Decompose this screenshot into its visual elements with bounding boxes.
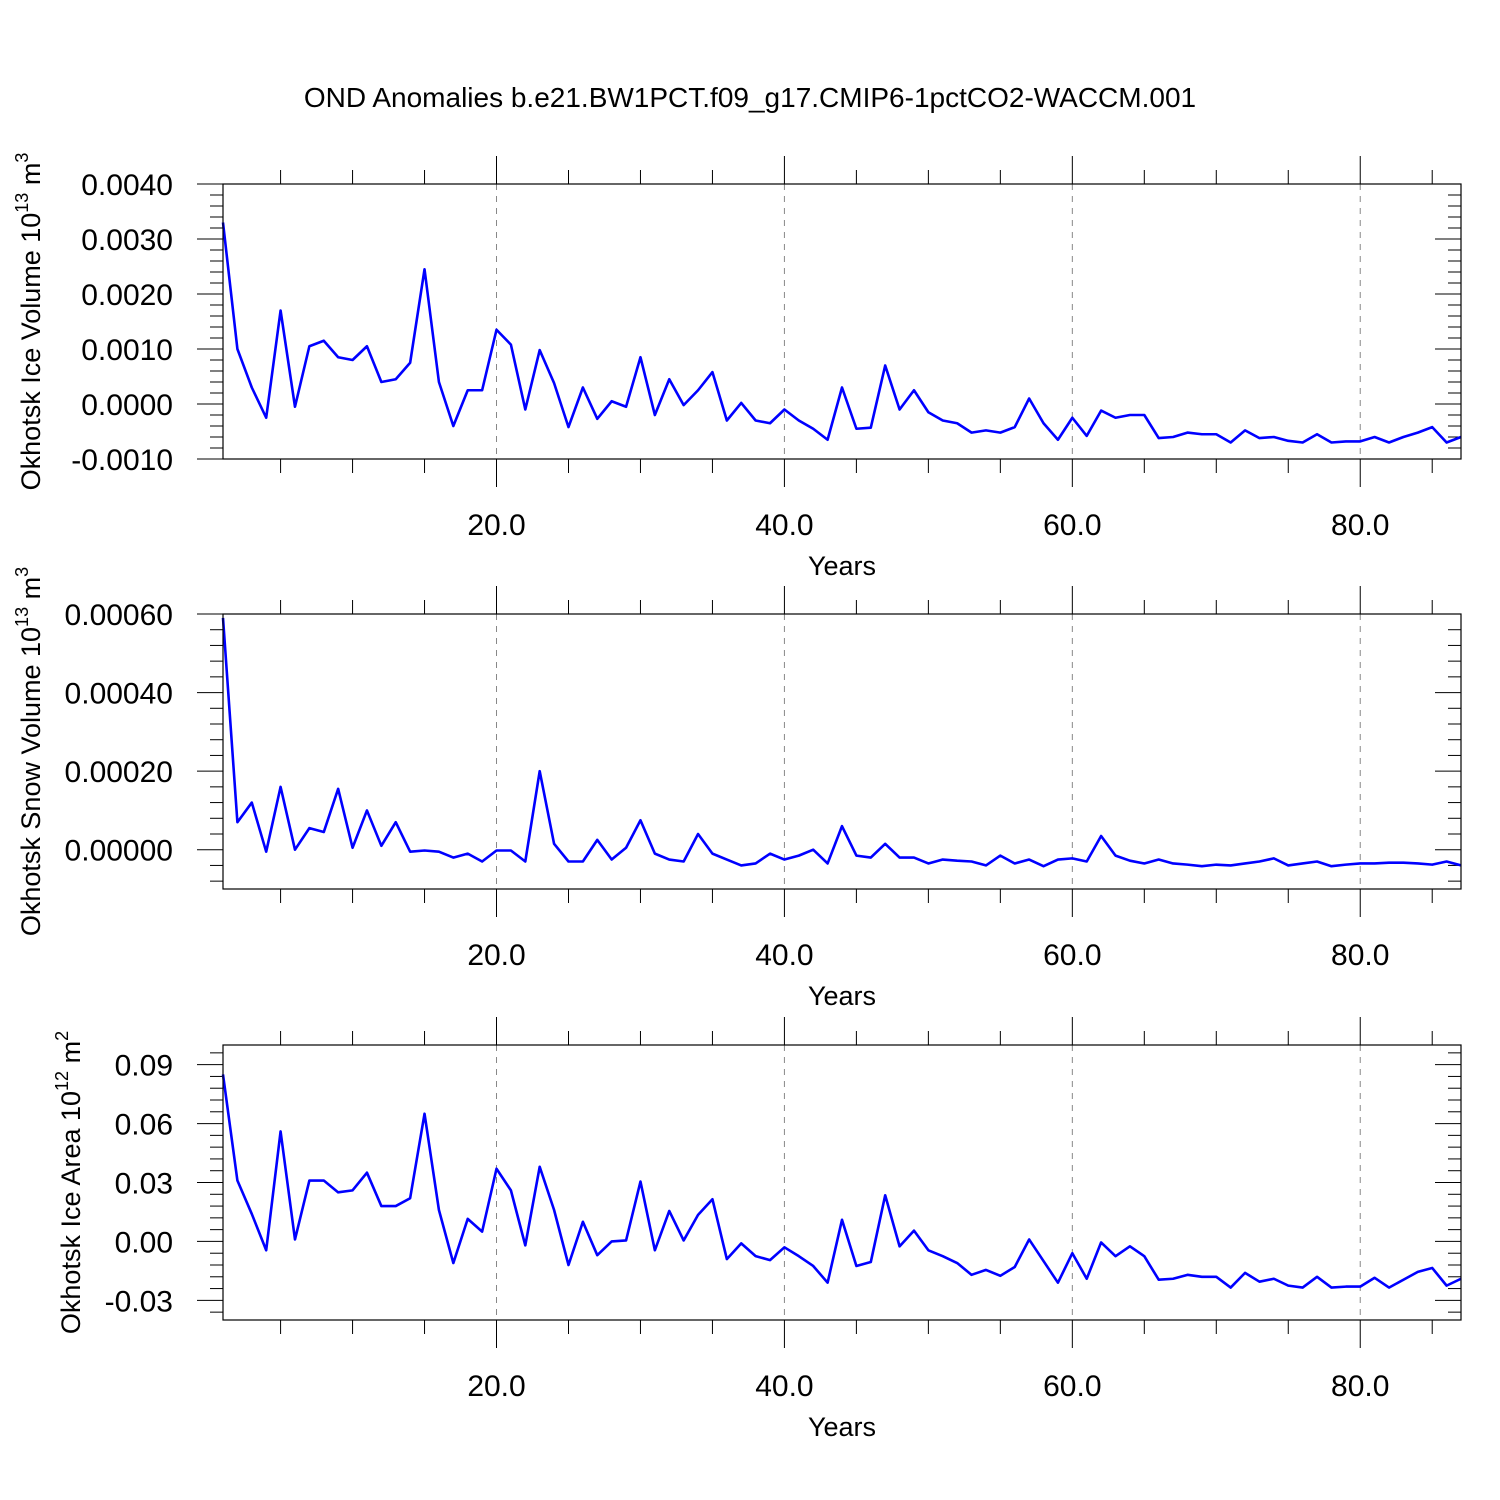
y-axis-title-text: Okhotsk Ice Volume 10 xyxy=(16,213,46,491)
series-line xyxy=(221,222,1462,444)
y-tick-label: 0.00060 xyxy=(65,599,173,632)
x-tick-label: 60.0 xyxy=(1043,1370,1101,1403)
y-tick-label: -0.03 xyxy=(105,1285,173,1318)
y-axis-title-text: Okhotsk Snow Volume 10 xyxy=(16,627,46,936)
y-tick-label: -0.0010 xyxy=(71,444,173,477)
series-line xyxy=(221,617,1462,868)
y-tick-label: 0.00 xyxy=(115,1226,173,1259)
y-tick-label: 0.0040 xyxy=(81,169,173,202)
y-tick-label: 0.0010 xyxy=(81,334,173,367)
plot-frame xyxy=(222,613,1462,890)
y-axis-title-unit: m xyxy=(16,163,46,193)
y-tick-label: 0.0020 xyxy=(81,279,173,312)
x-tick-label: 60.0 xyxy=(1043,509,1101,542)
x-tick-label: 80.0 xyxy=(1331,939,1389,972)
x-tick-label: 60.0 xyxy=(1043,939,1101,972)
x-tick-label: 20.0 xyxy=(467,1370,525,1403)
y-axis-title-text: Okhotsk Ice Area 10 xyxy=(56,1091,86,1334)
y-axis-title-unit: m xyxy=(56,1041,86,1071)
y-axis-title: Okhotsk Ice Area 1012 m2 xyxy=(52,1031,86,1334)
panel-1: -0.0010 0.0000 0.0010 0.0020 0.0030 0.0040 20.… xyxy=(12,153,1462,581)
x-tick-label: 20.0 xyxy=(467,509,525,542)
y-axis-title-unit-exponent: 2 xyxy=(52,1031,72,1041)
x-tick-label: 20.0 xyxy=(467,939,525,972)
y-axis-title-exponent: 13 xyxy=(12,193,32,213)
y-axis-title: Okhotsk Ice Volume 1013 m3 xyxy=(12,153,46,491)
x-axis-title: Years xyxy=(808,551,876,581)
y-tick-label: 0.00000 xyxy=(65,835,173,868)
y-tick-label: 0.00020 xyxy=(65,756,173,789)
y-tick-label: 0.06 xyxy=(115,1109,173,1142)
y-axis-title-unit-exponent: 3 xyxy=(12,567,32,577)
figure-title: OND Anomalies b.e21.BW1PCT.f09_g17.CMIP6… xyxy=(303,82,1197,113)
series-line xyxy=(221,1074,1462,1289)
y-tick-label: 0.0000 xyxy=(81,389,173,422)
plot-frame xyxy=(222,1044,1462,1321)
x-tick-label: 40.0 xyxy=(755,1370,813,1403)
x-tick-label: 80.0 xyxy=(1331,1370,1389,1403)
panel-2: 0.00000 0.00020 0.00040 0.00060 20.0 40.0 60.0… xyxy=(12,567,1462,1011)
y-axis-title-unit: m xyxy=(16,577,46,607)
y-axis-title-unit-exponent: 3 xyxy=(12,153,32,163)
x-tick-label: 40.0 xyxy=(755,939,813,972)
x-axis-title: Years xyxy=(808,1412,876,1442)
y-tick-label: 0.09 xyxy=(115,1050,173,1083)
plot-frame xyxy=(222,183,1462,460)
y-axis-title-exponent: 12 xyxy=(52,1071,72,1091)
y-tick-label: 0.00040 xyxy=(65,678,173,711)
y-axis-title-exponent: 13 xyxy=(12,607,32,627)
panel-3: -0.03 0.00 0.03 0.06 0.09 20.0 40.0 60.0 80.0 Yea… xyxy=(52,1017,1462,1442)
y-tick-label: 0.03 xyxy=(115,1168,173,1201)
x-tick-label: 40.0 xyxy=(755,509,813,542)
y-tick-label: 0.0030 xyxy=(81,224,173,257)
y-axis-title: Okhotsk Snow Volume 1013 m3 xyxy=(12,567,46,936)
x-tick-label: 80.0 xyxy=(1331,509,1389,542)
x-axis-title: Years xyxy=(808,981,876,1011)
